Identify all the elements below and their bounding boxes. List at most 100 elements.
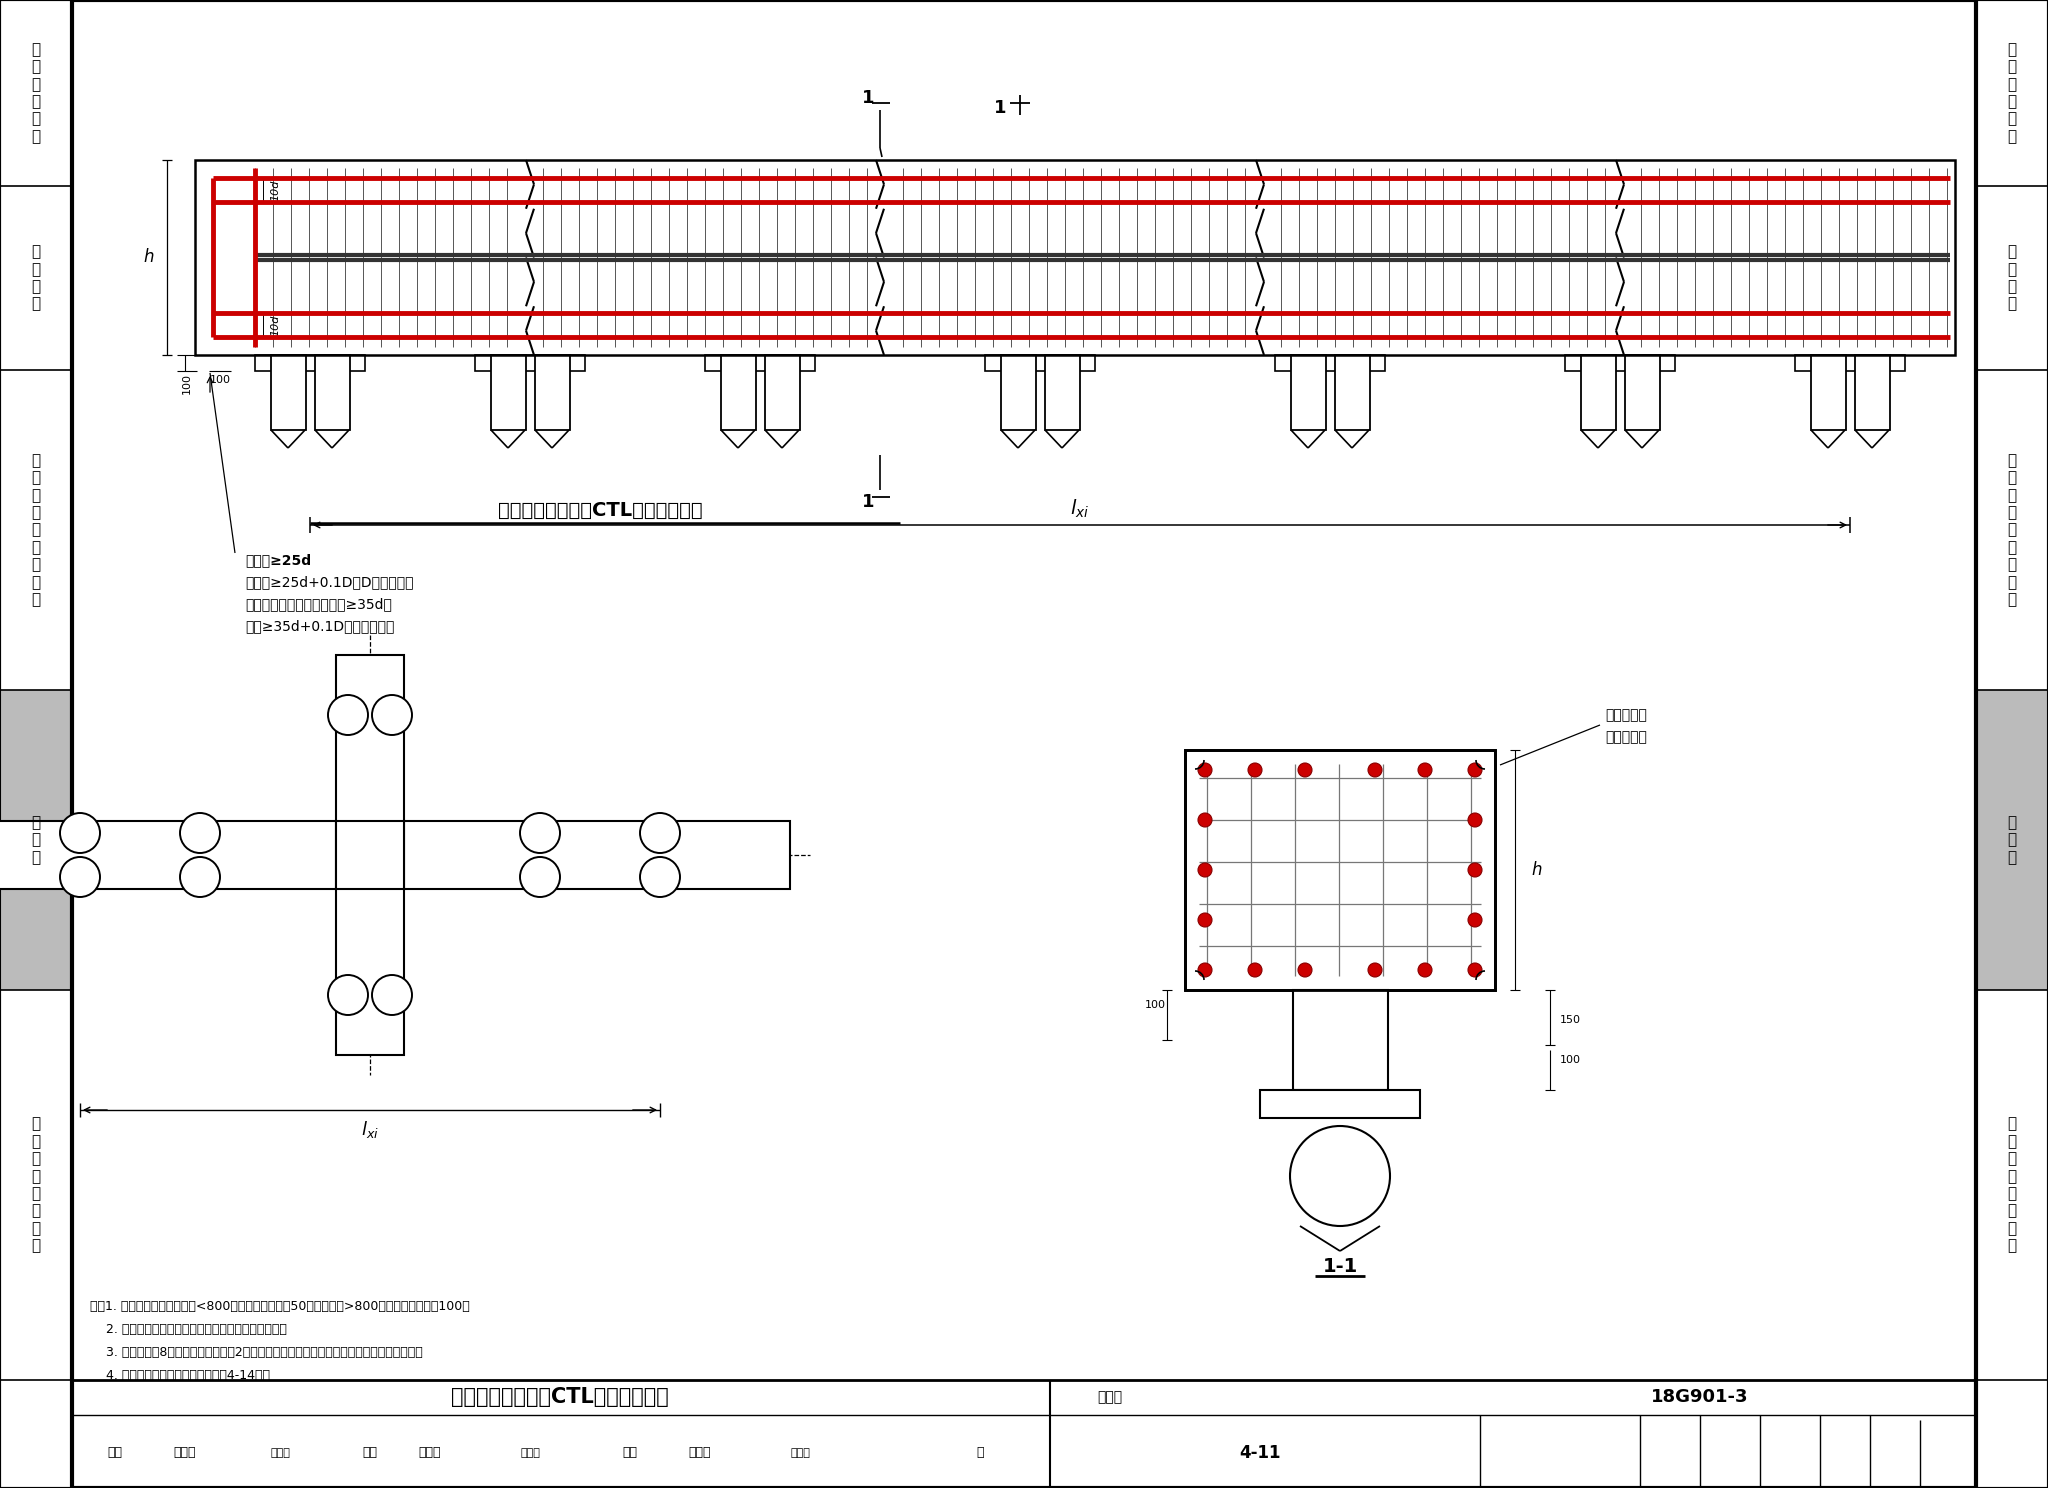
Bar	[315, 356, 350, 430]
Bar	[1186, 750, 1495, 990]
Text: 与
基
础
有
关
的
构
造: 与 基 础 有 关 的 构 造	[2007, 1116, 2017, 1253]
Bar	[1976, 0, 2048, 1488]
Circle shape	[373, 695, 412, 735]
Bar	[195, 161, 1956, 356]
Text: 圆桩≥35d+0.1D时可不弯折）: 圆桩≥35d+0.1D时可不弯折）	[246, 619, 395, 632]
Bar	[872, 161, 891, 356]
Text: 承台梁配筋: 承台梁配筋	[1606, 708, 1647, 722]
Circle shape	[1290, 1126, 1391, 1226]
Text: 黄石刚: 黄石刚	[270, 1448, 291, 1458]
Text: 刘小楠: 刘小楠	[418, 1446, 440, 1460]
Text: 100: 100	[209, 375, 231, 385]
Circle shape	[328, 975, 369, 1015]
Bar	[1001, 356, 1036, 430]
Circle shape	[1468, 763, 1483, 777]
Text: 圆桩：≥25d+0.1D，D为圆桩直径: 圆桩：≥25d+0.1D，D为圆桩直径	[246, 574, 414, 589]
Text: 4-11: 4-11	[1239, 1443, 1280, 1463]
Text: 墙下双排桩承台梁CTL钢筋排布构造: 墙下双排桩承台梁CTL钢筋排布构造	[451, 1387, 670, 1408]
Bar	[1260, 1091, 1419, 1117]
Bar	[0, 690, 72, 990]
Bar	[1612, 161, 1630, 356]
Bar	[0, 0, 72, 1488]
Bar	[1794, 356, 1905, 371]
Text: 一
般
构
造
要
求: 一 般 构 造 要 求	[31, 42, 41, 144]
Circle shape	[180, 857, 219, 897]
Text: 4. 桩与承台梁的连接详见本图集第4-14页。: 4. 桩与承台梁的连接详见本图集第4-14页。	[90, 1369, 270, 1382]
Bar	[336, 821, 403, 888]
Text: 100: 100	[182, 372, 193, 393]
Circle shape	[1468, 914, 1483, 927]
Text: 审核: 审核	[106, 1446, 123, 1460]
Bar	[256, 356, 365, 371]
Text: 1: 1	[993, 100, 1006, 118]
Text: 10d: 10d	[270, 180, 281, 201]
Text: 3. 拉筋直径为8，间距为箍筋间距的2倍，当设有多排拉筋时，上下两排拉筋竖向错开设置。: 3. 拉筋直径为8，间距为箍筋间距的2倍，当设有多排拉筋时，上下两排拉筋竖向错开…	[90, 1347, 422, 1359]
Text: （当伸至端部直段长度方桩≥35d或: （当伸至端部直段长度方桩≥35d或	[246, 597, 391, 612]
Bar	[1044, 356, 1079, 430]
Bar	[195, 161, 1956, 356]
Bar	[492, 356, 526, 430]
Text: 1-1: 1-1	[1323, 1256, 1358, 1275]
Bar	[985, 356, 1096, 371]
Text: 页: 页	[977, 1446, 983, 1460]
Text: 1: 1	[862, 89, 874, 107]
Bar	[0, 0, 72, 1488]
Text: h: h	[1532, 862, 1542, 879]
Bar	[1810, 356, 1845, 430]
Bar	[1565, 356, 1675, 371]
Circle shape	[520, 812, 559, 853]
Bar	[1976, 690, 2048, 990]
Text: 2. 承台梁截面尺寸及配筋详见具体工程的结构设计。: 2. 承台梁截面尺寸及配筋详见具体工程的结构设计。	[90, 1323, 287, 1336]
Text: 设计: 设计	[623, 1446, 637, 1460]
Text: 黄志刚: 黄志刚	[174, 1446, 197, 1460]
Text: $l_{xi}$: $l_{xi}$	[1071, 498, 1090, 521]
Circle shape	[1298, 763, 1313, 777]
Text: 与
基
础
有
关
的
构
造: 与 基 础 有 关 的 构 造	[31, 1116, 41, 1253]
Bar	[0, 821, 791, 888]
Circle shape	[1417, 763, 1432, 777]
Circle shape	[639, 857, 680, 897]
Circle shape	[59, 812, 100, 853]
Bar	[705, 356, 815, 371]
Circle shape	[1468, 812, 1483, 827]
Circle shape	[328, 695, 369, 735]
Bar	[72, 1379, 1976, 1488]
Text: 150: 150	[1559, 1015, 1581, 1025]
Text: 图集号: 图集号	[1098, 1390, 1122, 1405]
Text: 条
形
基
础
与
筏
形
基
础: 条 形 基 础 与 筏 形 基 础	[2007, 452, 2017, 607]
Text: 刘心构: 刘心构	[520, 1448, 541, 1458]
Bar	[1276, 356, 1384, 371]
Bar	[1624, 356, 1661, 430]
Circle shape	[1298, 963, 1313, 978]
Bar	[1186, 750, 1495, 990]
Bar	[1855, 356, 1890, 430]
Text: 独
立
基
础: 独 立 基 础	[2007, 244, 2017, 311]
Bar	[1335, 356, 1370, 430]
Circle shape	[1368, 763, 1382, 777]
Text: 桩
基
础: 桩 基 础	[2007, 815, 2017, 865]
Text: 方桩：≥25d: 方桩：≥25d	[246, 554, 311, 567]
Bar	[1290, 356, 1325, 430]
Bar	[522, 161, 541, 356]
Text: 18G901-3: 18G901-3	[1651, 1388, 1749, 1406]
Text: 桩
基
础: 桩 基 础	[31, 815, 41, 865]
Text: 由设计指定: 由设计指定	[1606, 731, 1647, 744]
Circle shape	[520, 857, 559, 897]
Circle shape	[1468, 963, 1483, 978]
Circle shape	[1198, 812, 1212, 827]
Bar	[1292, 990, 1389, 1091]
Text: 100: 100	[1559, 1055, 1581, 1065]
Text: 王怀元: 王怀元	[688, 1446, 711, 1460]
Bar	[1581, 356, 1616, 430]
Circle shape	[639, 812, 680, 853]
Circle shape	[1198, 914, 1212, 927]
Text: 1: 1	[862, 493, 874, 510]
Bar	[535, 356, 569, 430]
Circle shape	[1247, 963, 1262, 978]
Text: h: h	[143, 248, 154, 266]
Bar	[270, 356, 305, 430]
Text: 一
般
构
造
要
求: 一 般 构 造 要 求	[2007, 42, 2017, 144]
Circle shape	[1198, 763, 1212, 777]
Circle shape	[1198, 863, 1212, 876]
Circle shape	[1368, 963, 1382, 978]
